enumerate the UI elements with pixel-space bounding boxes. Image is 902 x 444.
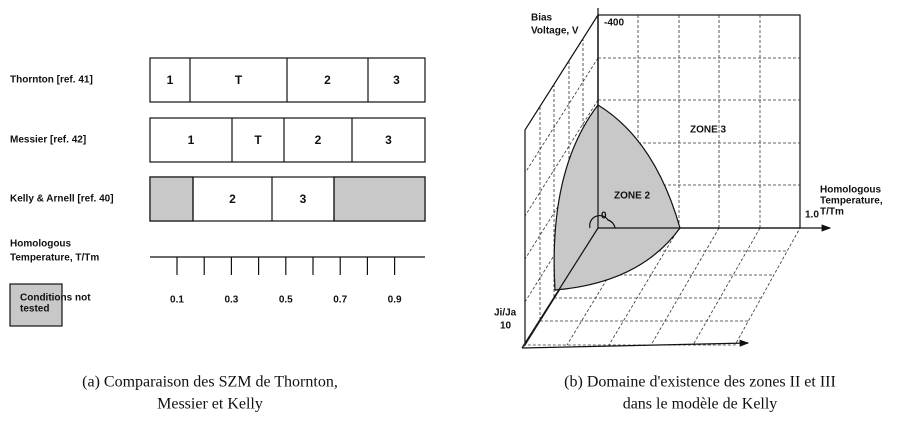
axis-label: Homologous: [10, 239, 72, 250]
caption: (a) Comparaison des SZM de Thornton,: [82, 374, 338, 391]
caption: (b) Domaine d'existence des zones II et …: [564, 374, 836, 391]
row-box: [149, 117, 426, 163]
caption: dans le modèle de Kelly: [623, 396, 778, 413]
bias-max: -400: [604, 18, 624, 29]
tick-label: 0.1: [170, 295, 184, 306]
zone-label: 3: [393, 73, 400, 87]
zone-label: 3: [300, 192, 307, 206]
temp-label: Temperature,: [820, 196, 883, 207]
ji-label: Ji/Ja: [494, 308, 517, 319]
temp-label: T/Tm: [820, 207, 844, 218]
tick-label: 0.9: [388, 295, 402, 306]
zone-label: T: [235, 73, 243, 87]
tick-label: 0.3: [224, 295, 238, 306]
zone-label: 1: [167, 73, 174, 87]
front-axis: [521, 339, 750, 349]
legend-text: tested: [20, 304, 49, 315]
legend-swatch: [9, 283, 63, 327]
ji-axis: [521, 227, 599, 349]
origin-arc: [589, 214, 616, 229]
zone2-region: [553, 104, 681, 291]
untested-zone: [333, 176, 426, 222]
temp-label: Homologous: [820, 185, 882, 196]
bias-label: Bias: [531, 13, 553, 24]
temp-max: 1.0: [805, 210, 819, 221]
3d-diagram: [521, 8, 832, 349]
zone-label: 2: [315, 133, 322, 147]
zone2-label: ZONE 2: [614, 191, 651, 202]
origin-label: 0: [601, 211, 607, 222]
row-label: Kelly & Arnell [ref. 40]: [10, 194, 114, 205]
tick-label: 0.7: [333, 295, 347, 306]
zone3-label: ZONE 3: [690, 125, 727, 136]
ji-max: 10: [500, 321, 512, 332]
tick-label: 0.5: [279, 295, 293, 306]
zone-label: 1: [188, 133, 195, 147]
zone-label: T: [254, 133, 262, 147]
zone-label: 2: [324, 73, 331, 87]
bias-label: Voltage, V: [531, 26, 579, 37]
row-label: Messier [ref. 42]: [10, 135, 86, 146]
floor: [524, 227, 801, 346]
caption: Messier et Kelly: [157, 396, 263, 413]
axis-label: Temperature, T/Tm: [10, 253, 99, 264]
legend-text: Conditions not: [20, 293, 91, 304]
zone-label: 2: [229, 192, 236, 206]
untested-zone: [149, 176, 194, 222]
row-label: Thornton [ref. 41]: [10, 75, 93, 86]
zone-label: 3: [385, 133, 392, 147]
